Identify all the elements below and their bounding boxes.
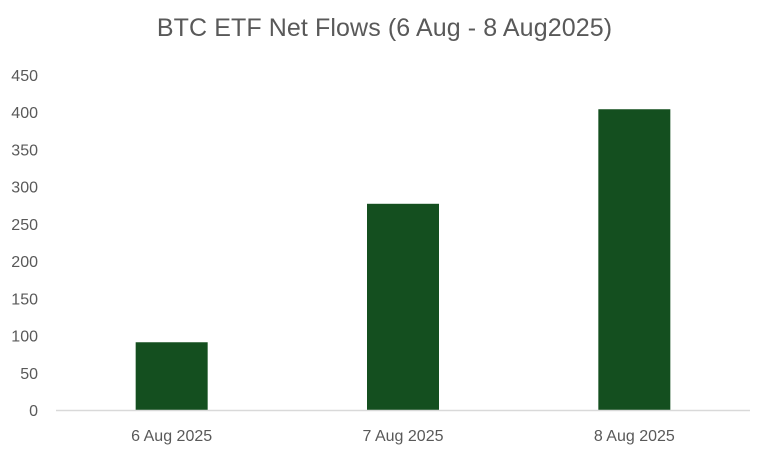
y-tick-label-0: 0: [29, 403, 38, 420]
y-tick-label-200: 200: [11, 254, 38, 271]
x-axis-tick-labels: 6 Aug 2025 7 Aug 2025 8 Aug 2025: [131, 428, 675, 445]
bar-1: [135, 342, 208, 410]
y-tick-label-100: 100: [11, 329, 38, 346]
y-tick-label-300: 300: [11, 180, 38, 197]
y-tick-label-400: 400: [11, 105, 38, 122]
y-tick-label-450: 450: [11, 68, 38, 85]
y-tick-label-50: 50: [20, 366, 38, 383]
y-tick-label-150: 150: [11, 291, 38, 308]
bars-group: [135, 109, 671, 410]
y-tick-label-350: 350: [11, 142, 38, 159]
chart-title: BTC ETF Net Flows (6 Aug - 8 Aug2025): [156, 14, 613, 42]
x-tick-label-2: 7 Aug 2025: [363, 428, 444, 445]
y-axis-tick-labels: 0 50 100 150 200 250 300 350 400 450: [11, 68, 38, 420]
x-tick-label-3: 8 Aug 2025: [594, 428, 675, 445]
bar-3: [598, 109, 671, 410]
y-tick-label-250: 250: [11, 217, 38, 234]
bar-2: [367, 203, 439, 410]
x-tick-label-1: 6 Aug 2025: [131, 428, 212, 445]
